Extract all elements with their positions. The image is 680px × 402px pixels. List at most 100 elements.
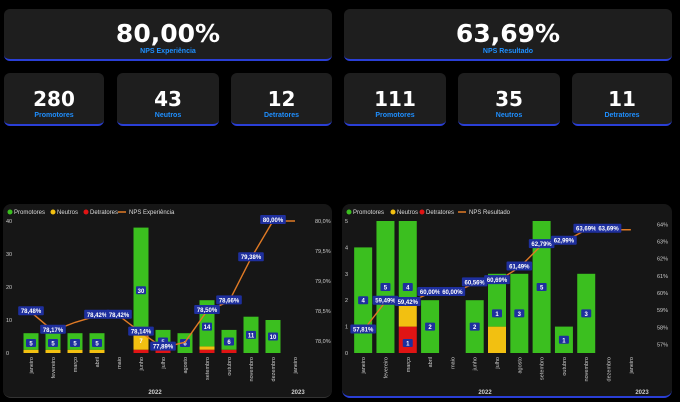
line-value-label-bg [216,295,242,305]
neutros-card-left: 43 Neutros [117,73,219,126]
bar-value-label-bg [268,332,278,341]
nps-resultado-label: NPS Resultado [482,48,534,55]
y2-tick-label: 63% [657,240,668,246]
year-label: 2022 [148,390,162,396]
nps-resultado-chart: Promotores Neutros Detratores NPS Resultado… [345,209,668,396]
x-tick-label: junho [139,357,145,371]
bar-value-label: 14 [204,325,211,331]
x-tick-label: maio [117,357,123,369]
x-tick-label: julho [161,357,167,370]
line-value-label: 60,69% [487,278,508,284]
bar-inner-label: 1 [406,342,410,348]
legend-label: Detratores [90,210,118,216]
x-tick-label: outubro [562,357,568,376]
line-value-label: 59,49% [375,299,396,305]
line-value-label-bg [260,215,286,224]
bar-value-label: 4 [361,299,365,305]
line-value-label-bg [484,275,510,285]
legend-marker [419,209,425,215]
bar-inner-label-bg [402,339,413,347]
x-tick-label: março [73,357,79,372]
bar-value-label: 4 [406,286,410,292]
y-tick-label: 2 [345,298,348,304]
year-label: 2023 [635,390,649,396]
line-value-label-bg [84,309,110,319]
line-value-label-bg [506,261,533,271]
line-value-label: 78,17% [43,328,64,334]
line-value-label: 62,79% [531,242,552,248]
line-value-label: 57,81% [353,328,374,334]
bar-value-label: 2 [428,325,432,331]
promotores-value: 280 [33,87,75,111]
bar-value-label: 2 [473,325,477,331]
line-value-label: 78,50% [197,308,218,314]
x-tick-label: setembro [205,357,211,380]
neutros-label: Neutros [154,112,182,119]
line-value-label-bg [573,223,600,233]
line-value-label-bg [394,296,421,306]
line-value-label-bg [350,324,376,334]
detratores-value: 12 [267,87,296,111]
neutros-value: 35 [495,87,523,111]
legend-marker [346,209,352,215]
bar-value-label: 11 [248,333,255,339]
line-value-label: 60,00% [420,290,441,296]
x-tick-label: abril [428,357,434,367]
bar-value-label: 3 [518,312,522,318]
bar-value-label-bg [514,309,525,318]
promotores-card-left: 280 Promotores [4,73,104,126]
line-value-label: 78,42% [87,313,108,319]
bar-value-label-bg [136,286,146,295]
detratores-bar [221,349,237,353]
chart-panel-resultado: Promotores Neutros Detratores NPS Resultado… [342,204,672,398]
x-tick-label: fevereiro [383,357,389,378]
bar-value-label: 6 [183,342,187,348]
line-value-label: 62,99% [554,239,575,245]
x-tick-label: julho [495,357,501,370]
x-tick-label: dezembro [271,357,277,381]
x-tick-label: abril [95,357,101,367]
line-value-label-bg [372,295,399,305]
bar-value-label-bg [70,339,80,347]
y2-tick-label: 61% [657,274,668,280]
x-tick-label: janeiro [361,357,367,375]
neutros-bar [398,300,417,327]
y-tick-label: 10 [6,318,12,324]
y2-tick-label: 79,5% [315,249,331,255]
bar-value-label-bg [92,339,102,347]
x-tick-label: março [406,357,412,372]
y2-tick-label: 64% [657,222,668,228]
y-tick-label: 5 [345,219,348,225]
line-value-label-bg [551,235,577,245]
bar-value-label: 1 [495,312,499,318]
detratores-label: Detratores [263,112,299,119]
line-value-label-bg [528,239,555,249]
nps-experiencia-card: 80,00% NPS Experiência [4,9,332,61]
x-tick-label: outubro [227,357,233,376]
legend-label: NPS Resultado [469,210,511,216]
detratores-bar [199,349,215,353]
line-value-label: 60,56% [465,280,486,286]
bar-value-label-bg [581,309,592,318]
bar-value-label: 5 [540,286,544,292]
legend-label: NPS Experiência [129,210,175,216]
line-value-label: 78,14% [131,330,152,336]
bar-value-label-bg [358,296,369,305]
bar-value-label-bg [180,339,190,347]
bar-value-label: 5 [29,342,33,348]
neutros-bar [23,349,39,353]
legend-marker [390,209,396,215]
detratores-card-right: 11 Detratores [572,73,672,126]
x-tick-label: agosto [517,357,523,374]
neutros-label: Neutros [495,112,523,119]
legend-label: Promotores [353,210,384,216]
promotores-label: Promotores [34,112,74,119]
legend-label: Neutros [397,210,418,216]
line-value-label: 78,66% [219,298,240,304]
line-value-label: 63,69% [598,227,619,233]
promotores-bar [398,221,417,301]
line-value-label: 78,42% [109,313,130,319]
line-value-label-bg [18,306,44,316]
bar-value-label: 5 [95,342,99,348]
nps-resultado-value: 63,69% [455,19,561,48]
